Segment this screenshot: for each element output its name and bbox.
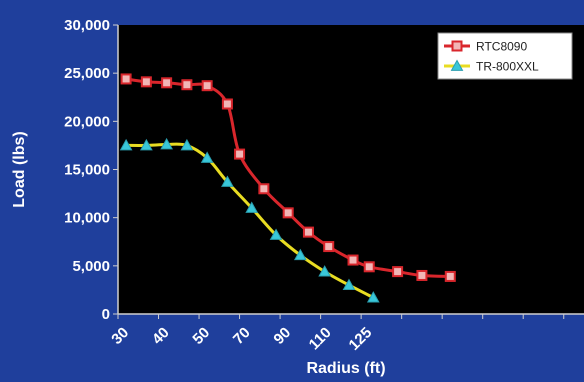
data-point-triangle bbox=[200, 151, 214, 163]
data-point-square bbox=[201, 80, 213, 92]
x-tick-label: 110 bbox=[306, 324, 335, 353]
data-point-triangle bbox=[269, 228, 283, 240]
y-tick-label: 15,000 bbox=[64, 162, 110, 179]
data-point-square bbox=[444, 270, 456, 282]
data-point-square bbox=[120, 73, 132, 85]
y-tick-label: 10,000 bbox=[64, 210, 110, 227]
x-tick-label: 30 bbox=[108, 324, 132, 348]
data-point-triangle bbox=[160, 137, 173, 150]
x-tick-label: 70 bbox=[230, 324, 254, 348]
legend-label-1: TR-800XXL bbox=[476, 60, 539, 74]
data-point-square bbox=[140, 76, 152, 88]
x-axis-title: Radius (ft) bbox=[306, 360, 385, 377]
y-tick-label: 5,000 bbox=[72, 258, 110, 275]
data-point-square bbox=[258, 183, 270, 195]
data-point-square bbox=[161, 77, 173, 89]
data-point-triangle bbox=[140, 138, 153, 151]
x-tick-label: 90 bbox=[270, 324, 294, 348]
data-point-square bbox=[282, 207, 294, 219]
x-tick-label: 40 bbox=[149, 324, 173, 348]
data-point-square bbox=[392, 266, 404, 278]
data-point-triangle bbox=[318, 265, 332, 277]
x-tick-label: 125 bbox=[346, 324, 376, 354]
data-point-triangle bbox=[366, 291, 380, 303]
data-point-square bbox=[416, 269, 428, 281]
data-point-triangle bbox=[180, 138, 194, 151]
series-line-0 bbox=[124, 77, 452, 278]
y-tick-label: 0 bbox=[102, 306, 110, 323]
legend-label-0: RTC8090 bbox=[476, 40, 527, 54]
y-axis-title: Load (lbs) bbox=[11, 131, 28, 207]
y-tick-label: 30,000 bbox=[64, 17, 110, 34]
legend-marker-1 bbox=[450, 59, 464, 71]
x-tick-label: 50 bbox=[189, 324, 213, 348]
y-tick-label: 20,000 bbox=[64, 113, 110, 130]
data-point-square bbox=[347, 254, 359, 266]
data-point-square bbox=[221, 98, 233, 110]
data-point-triangle bbox=[342, 278, 356, 290]
data-point-triangle bbox=[221, 175, 234, 187]
data-point-square bbox=[323, 241, 335, 253]
data-point-triangle bbox=[119, 138, 133, 151]
legend-marker-0 bbox=[451, 40, 463, 52]
data-point-square bbox=[234, 148, 246, 160]
y-tick-label: 25,000 bbox=[64, 65, 110, 82]
data-point-square bbox=[302, 226, 314, 238]
data-point-square bbox=[181, 79, 193, 91]
data-point-triangle bbox=[293, 248, 307, 261]
data-point-square bbox=[363, 261, 375, 273]
data-point-triangle bbox=[245, 201, 259, 213]
